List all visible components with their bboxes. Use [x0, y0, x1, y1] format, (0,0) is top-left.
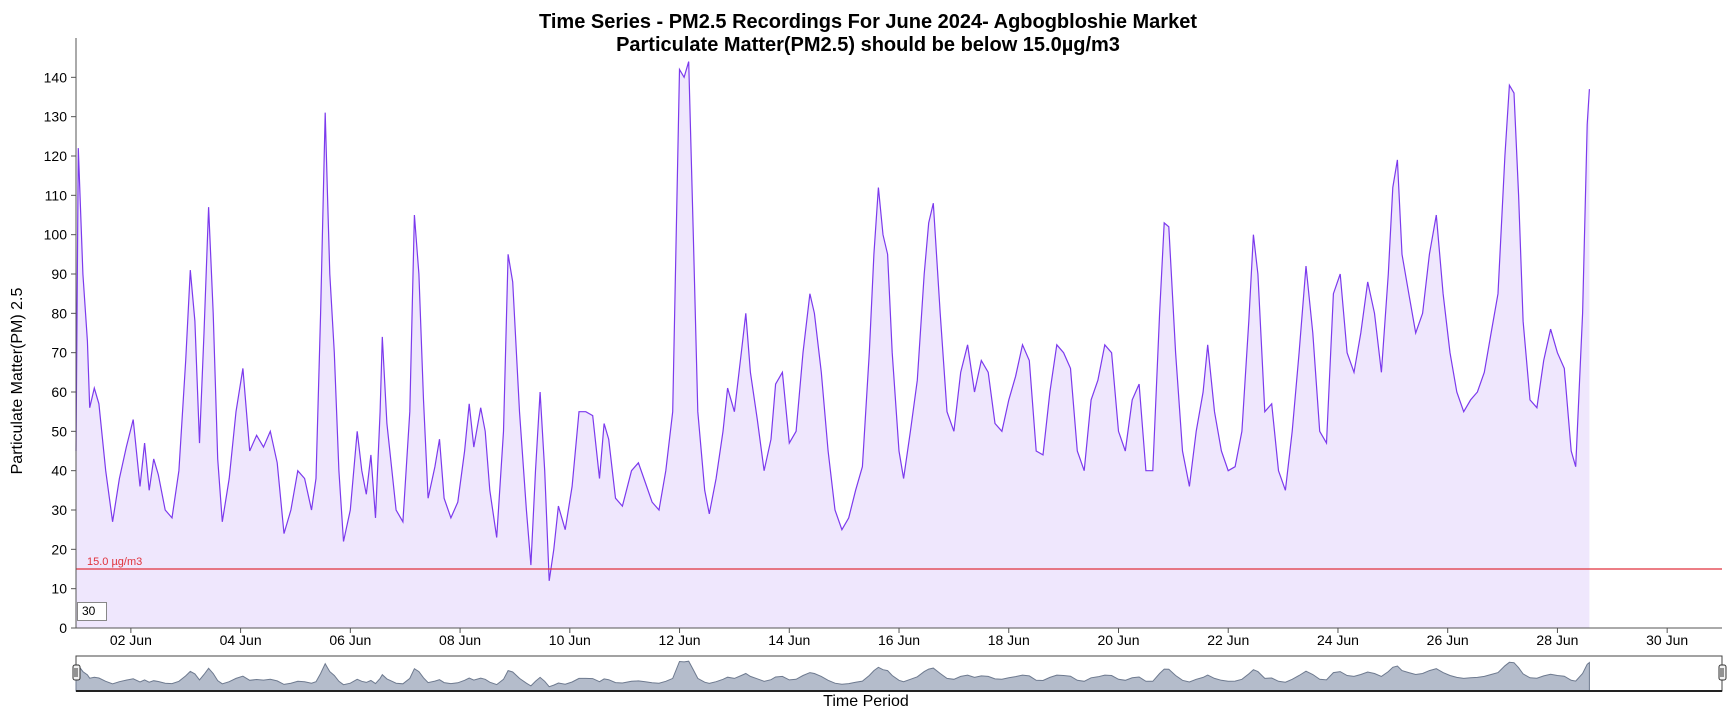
y-tick-label: 80	[51, 305, 67, 321]
series-line[interactable]	[75, 61, 1590, 581]
y-tick-label: 50	[51, 423, 67, 439]
y-tick-label: 70	[51, 345, 67, 361]
x-tick-label: 04 Jun	[220, 632, 262, 648]
y-tick-label: 10	[51, 581, 67, 597]
x-axis-label: Time Period	[823, 693, 909, 710]
y-tick-label: 60	[51, 384, 67, 400]
x-tick-label: 02 Jun	[110, 632, 152, 648]
x-tick-label: 26 Jun	[1427, 632, 1469, 648]
threshold-label: 15.0 µg/m3	[87, 556, 142, 568]
x-tick-label: 24 Jun	[1317, 632, 1359, 648]
x-tick-label: 28 Jun	[1536, 632, 1578, 648]
zoom-value-input[interactable]: 30	[77, 602, 107, 621]
y-tick-label: 20	[51, 541, 67, 557]
x-tick-label: 10 Jun	[549, 632, 591, 648]
x-tick-label: 12 Jun	[659, 632, 701, 648]
y-tick-label: 30	[51, 502, 67, 518]
y-tick-label: 130	[44, 109, 68, 125]
navigator-series	[75, 660, 1590, 692]
y-tick-label: 40	[51, 463, 67, 479]
x-tick-label: 08 Jun	[439, 632, 481, 648]
range-navigator[interactable]	[72, 655, 1727, 692]
x-tick-label: 22 Jun	[1207, 632, 1249, 648]
x-tick-label: 20 Jun	[1097, 632, 1139, 648]
chart-title: Time Series - PM2.5 Recordings For June …	[539, 11, 1197, 33]
x-tick-label: 06 Jun	[329, 632, 371, 648]
x-tick-label: 30 Jun	[1646, 632, 1688, 648]
x-tick-label: 16 Jun	[878, 632, 920, 648]
series-area	[76, 61, 1590, 629]
y-tick-label: 140	[44, 69, 68, 85]
x-tick-label: 18 Jun	[988, 632, 1030, 648]
chart-subtitle: Particulate Matter(PM2.5) should be belo…	[616, 34, 1120, 56]
y-axis-label: Particulate Matter(PM) 2.5	[9, 288, 26, 475]
y-tick-label: 120	[44, 148, 68, 164]
y-tick-label: 110	[45, 187, 68, 203]
y-tick-label: 100	[44, 227, 68, 243]
y-tick-label: 0	[59, 620, 67, 636]
x-tick-label: 14 Jun	[768, 632, 810, 648]
plot-area[interactable]: 15.0 µg/m3 0 10 20 30 40 50 60 70 80 90 100 110 120 13…	[44, 38, 1722, 648]
y-tick-label: 90	[51, 266, 67, 282]
